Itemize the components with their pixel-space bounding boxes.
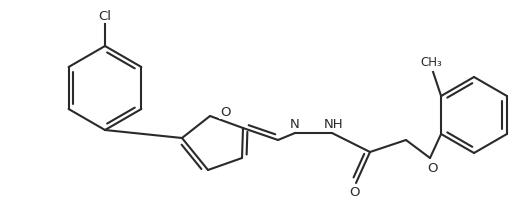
Text: NH: NH	[324, 118, 344, 130]
Text: O: O	[349, 187, 359, 199]
Text: CH₃: CH₃	[420, 55, 442, 69]
Text: N: N	[290, 118, 300, 130]
Text: O: O	[220, 106, 231, 119]
Text: Cl: Cl	[98, 9, 112, 23]
Text: O: O	[427, 161, 437, 174]
